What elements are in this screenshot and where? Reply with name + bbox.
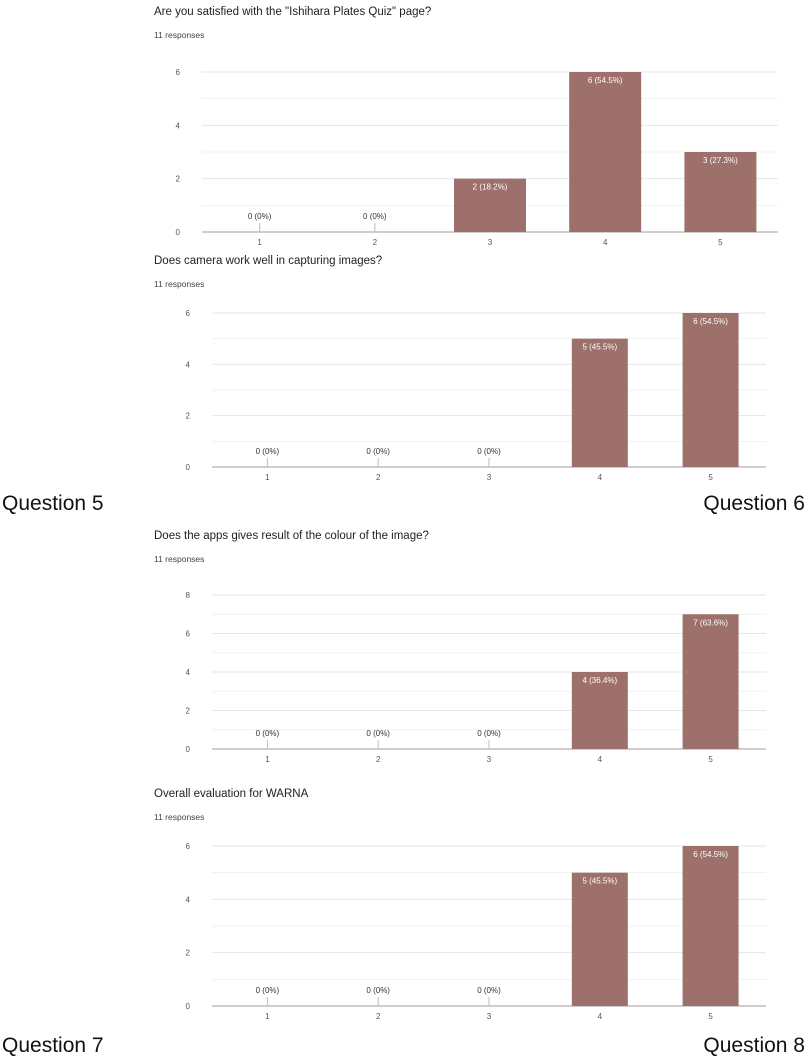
y-tick-label: 4: [176, 121, 181, 130]
chart-title: Are you satisfied with the "Ishihara Pla…: [154, 6, 432, 18]
x-tick-label: 1: [257, 238, 262, 247]
y-tick-label: 6: [176, 68, 181, 77]
chart-q-camera: Does camera work well in capturing image…: [154, 255, 794, 485]
x-tick-label: 5: [708, 755, 713, 764]
data-label: 0 (0%): [477, 986, 501, 995]
chart-subtitle: 11 responses: [154, 812, 205, 822]
y-tick-label: 0: [176, 228, 181, 237]
y-tick-label: 4: [186, 360, 191, 369]
x-tick-label: 2: [376, 473, 381, 482]
data-label: 6 (54.5%): [588, 76, 623, 85]
x-tick-label: 1: [265, 755, 270, 764]
bar-chart: 0 2 4 6 8 0 (0%) 1 0 (0%) 2 0 (0%) 3 4 (36.4%) 4 7 (6…: [186, 591, 766, 764]
x-tick-label: 4: [598, 755, 603, 764]
x-tick-label: 3: [488, 238, 493, 247]
y-tick-label: 2: [186, 412, 191, 421]
bar: [571, 872, 628, 1006]
data-label: 0 (0%): [256, 986, 280, 995]
bar: [571, 338, 628, 467]
bar: [682, 846, 739, 1006]
data-label: 3 (27.3%): [703, 156, 738, 165]
x-tick-label: 3: [487, 755, 492, 764]
x-tick-label: 2: [376, 755, 381, 764]
data-label: 0 (0%): [366, 447, 390, 456]
chart-q-overall: Overall evaluation for WARNA 11 response…: [154, 788, 794, 1028]
data-label: 0 (0%): [256, 447, 280, 456]
chart-title: Does camera work well in capturing image…: [154, 255, 383, 267]
data-label: 2 (18.2%): [473, 183, 508, 192]
bar: [571, 672, 628, 749]
x-tick-label: 4: [598, 473, 603, 482]
y-tick-label: 4: [186, 895, 191, 904]
bar: [569, 72, 642, 232]
x-tick-label: 4: [603, 238, 608, 247]
data-label: 0 (0%): [477, 447, 501, 456]
caption-question-7: Question 7: [2, 1034, 104, 1057]
chart-title: Does the apps gives result of the colour…: [154, 530, 429, 542]
data-label: 5 (45.5%): [582, 343, 617, 352]
data-label: 0 (0%): [248, 212, 272, 221]
bar: [682, 313, 739, 467]
chart-q-ishihara: Are you satisfied with the "Ishihara Pla…: [154, 6, 794, 256]
x-tick-label: 2: [373, 238, 378, 247]
data-label: 0 (0%): [477, 729, 501, 738]
x-tick-label: 3: [487, 473, 492, 482]
bar-chart: 0 2 4 6 0 (0%) 1 0 (0%) 2 2 (18.2%) 3 6 (54.5%) 4 3 …: [176, 68, 778, 247]
y-tick-label: 2: [186, 949, 191, 958]
data-label: 0 (0%): [366, 729, 390, 738]
caption-question-6: Question 6: [703, 492, 805, 515]
y-tick-label: 6: [186, 630, 191, 639]
x-tick-label: 4: [598, 1012, 603, 1021]
data-label: 7 (63.6%): [693, 618, 728, 627]
bar: [682, 614, 739, 749]
y-tick-label: 2: [176, 175, 181, 184]
bar-chart: 0 2 4 6 0 (0%) 1 0 (0%) 2 0 (0%) 3 5 (45.5%) 4 6 (54…: [186, 309, 766, 482]
data-label: 0 (0%): [256, 729, 280, 738]
bar: [454, 178, 526, 232]
chart-subtitle: 11 responses: [154, 279, 205, 289]
data-label: 6 (54.5%): [693, 317, 728, 326]
y-tick-label: 6: [186, 842, 191, 851]
data-label: 0 (0%): [366, 986, 390, 995]
caption-question-5: Question 5: [2, 492, 104, 515]
data-label: 6 (54.5%): [693, 850, 728, 859]
bar-chart: 0 2 4 6 0 (0%) 1 0 (0%) 2 0 (0%) 3 5 (45.5%) 4 6 (54…: [186, 842, 766, 1021]
y-tick-label: 0: [186, 745, 191, 754]
caption-question-8: Question 8: [703, 1034, 805, 1057]
y-tick-label: 0: [186, 1002, 191, 1011]
chart-subtitle: 11 responses: [154, 30, 205, 40]
y-tick-label: 4: [186, 668, 191, 677]
x-tick-label: 2: [376, 1012, 381, 1021]
y-tick-label: 8: [186, 591, 191, 600]
chart-subtitle: 11 responses: [154, 554, 205, 564]
y-tick-label: 0: [186, 463, 191, 472]
x-tick-label: 1: [265, 473, 270, 482]
y-tick-label: 2: [186, 707, 191, 716]
chart-title: Overall evaluation for WARNA: [154, 788, 309, 800]
data-label: 4 (36.4%): [582, 676, 617, 685]
data-label: 5 (45.5%): [582, 877, 617, 886]
chart-q-colour-result: Does the apps gives result of the colour…: [154, 530, 794, 770]
data-label: 0 (0%): [363, 212, 387, 221]
x-tick-label: 5: [718, 238, 723, 247]
x-tick-label: 5: [708, 473, 713, 482]
x-tick-label: 3: [487, 1012, 492, 1021]
bar: [684, 152, 757, 232]
y-tick-label: 6: [186, 309, 191, 318]
x-tick-label: 1: [265, 1012, 270, 1021]
x-tick-label: 5: [708, 1012, 713, 1021]
